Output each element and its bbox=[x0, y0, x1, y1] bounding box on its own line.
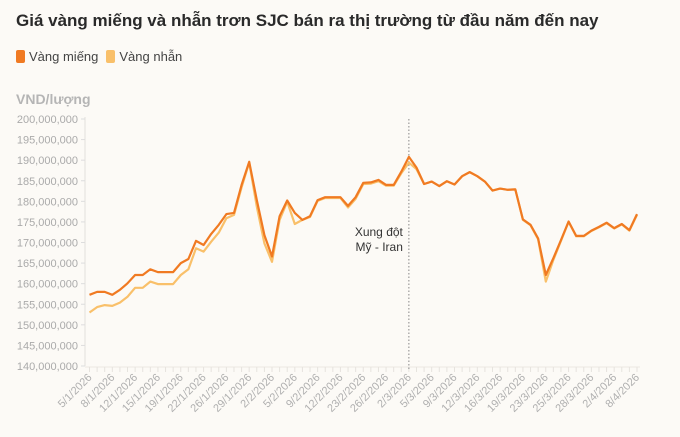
y-tick-label: 195,000,000 bbox=[17, 135, 78, 147]
legend-swatch bbox=[16, 50, 25, 63]
y-tick-label: 190,000,000 bbox=[17, 155, 78, 167]
y-tick-label: 155,000,000 bbox=[17, 299, 78, 311]
y-tick-label: 165,000,000 bbox=[17, 258, 78, 270]
chart-title: Giá vàng miếng và nhẫn trơn SJC bán ra t… bbox=[16, 11, 599, 30]
legend-item-vang-mieng[interactable]: Vàng miếng bbox=[16, 49, 98, 64]
y-tick-label: 145,000,000 bbox=[17, 340, 78, 352]
y-tick-label: 175,000,000 bbox=[17, 217, 78, 229]
y-tick-label: 180,000,000 bbox=[17, 196, 78, 208]
y-tick-label: 140,000,000 bbox=[17, 361, 78, 373]
annotation-text: Xung đột bbox=[355, 225, 404, 239]
legend-label: Vàng miếng bbox=[29, 49, 99, 64]
y-tick-label: 150,000,000 bbox=[17, 320, 78, 332]
y-tick-label: 170,000,000 bbox=[17, 238, 78, 250]
y-tick-label: 160,000,000 bbox=[17, 279, 78, 291]
y-tick-label: 185,000,000 bbox=[17, 176, 78, 188]
annotation-text: Mỹ - Iran bbox=[356, 240, 403, 254]
legend-swatch bbox=[106, 50, 116, 63]
legend-item-vang-nhan[interactable]: Vàng nhẫn bbox=[106, 49, 182, 64]
legend-label: Vàng nhẫn bbox=[119, 49, 183, 64]
y-axis-unit: VND/lượng bbox=[16, 91, 91, 107]
y-tick-label: 200,000,000 bbox=[17, 114, 78, 126]
legend: Vàng miếng Vàng nhẫn bbox=[16, 49, 190, 64]
